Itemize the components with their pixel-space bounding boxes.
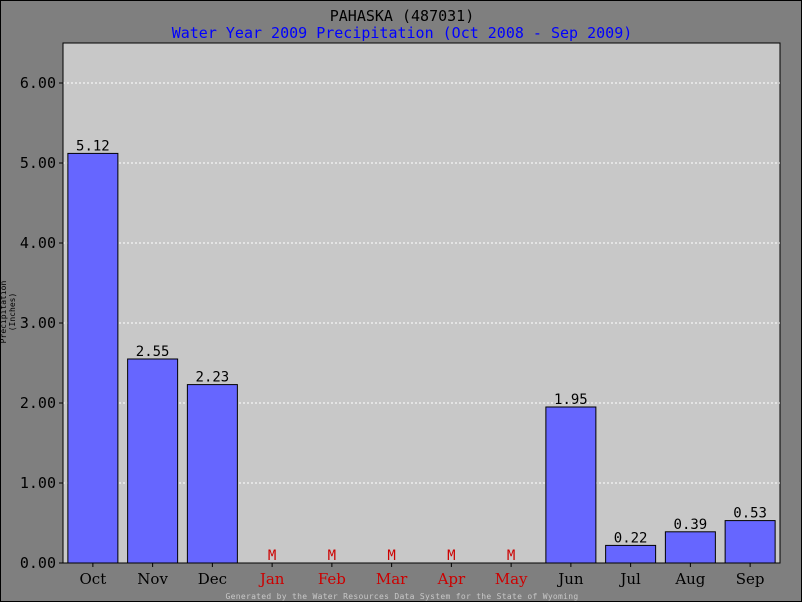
missing-marker: M [387, 548, 395, 564]
bar [67, 152, 119, 564]
x-tick-label: Sep [736, 570, 765, 588]
missing-marker: M [507, 548, 515, 564]
bar [545, 406, 597, 564]
data-label: 0.22 [614, 530, 648, 546]
data-label: 0.53 [733, 506, 767, 522]
data-label: 1.95 [554, 392, 588, 408]
missing-marker: M [447, 548, 455, 564]
y-tick-label: 3.00 [20, 314, 56, 332]
x-tick-label: Nov [137, 570, 168, 588]
data-label: 2.23 [196, 370, 230, 386]
missing-marker: M [268, 548, 276, 564]
missing-marker: M [328, 548, 336, 564]
y-tick-label: 6.00 [20, 74, 56, 92]
bar [724, 520, 776, 564]
bar [605, 544, 657, 564]
y-tick-label: 5.00 [20, 154, 56, 172]
bar [664, 531, 716, 564]
y-tick-label: 1.00 [20, 474, 56, 492]
x-tick-label: Dec [198, 570, 227, 588]
x-tick-label: Jan [258, 570, 285, 588]
x-tick-label: Mar [376, 570, 408, 588]
data-label: 2.55 [136, 344, 170, 360]
x-tick-label: Jun [556, 570, 584, 588]
x-tick-label: Oct [80, 570, 107, 588]
data-label: 5.12 [76, 138, 110, 154]
x-tick-label: Jul [618, 570, 641, 588]
chart-title: PAHASKA (487031) [329, 7, 475, 25]
y-tick-label: 4.00 [20, 234, 56, 252]
data-label: 0.39 [674, 517, 708, 533]
bar [186, 384, 238, 564]
chart-subtitle: Water Year 2009 Precipitation (Oct 2008 … [171, 24, 633, 42]
bar [127, 358, 179, 564]
x-tick-label: Apr [437, 570, 466, 588]
y-tick-label: 2.00 [20, 394, 56, 412]
x-tick-label: May [495, 570, 528, 588]
x-tick-label: Feb [318, 570, 346, 588]
y-tick-label: 0.00 [20, 554, 56, 572]
plot-area [62, 42, 781, 564]
footer-credit: Generated by the Water Resources Data Sy… [225, 592, 579, 601]
x-tick-label: Aug [674, 570, 705, 588]
